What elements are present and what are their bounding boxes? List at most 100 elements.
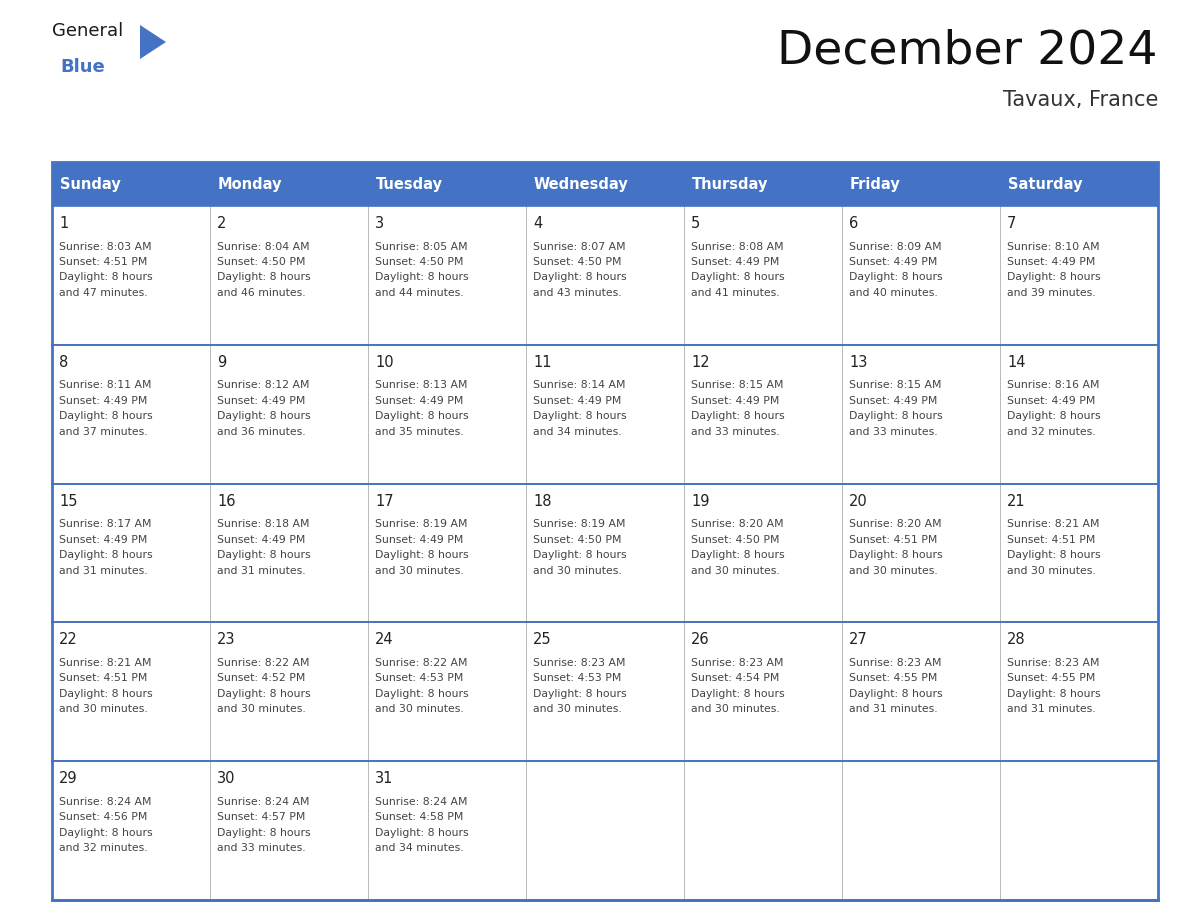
Bar: [210, 162, 368, 206]
Text: and 30 minutes.: and 30 minutes.: [849, 565, 937, 576]
Text: 9: 9: [217, 354, 227, 370]
Text: Sunrise: 8:12 AM: Sunrise: 8:12 AM: [217, 380, 310, 390]
Text: Sunset: 4:56 PM: Sunset: 4:56 PM: [59, 812, 147, 823]
Text: Sunrise: 8:11 AM: Sunrise: 8:11 AM: [59, 380, 152, 390]
Text: Sunset: 4:49 PM: Sunset: 4:49 PM: [1007, 396, 1095, 406]
Text: Sunrise: 8:09 AM: Sunrise: 8:09 AM: [849, 241, 942, 252]
Text: Daylight: 8 hours: Daylight: 8 hours: [1007, 550, 1101, 560]
Text: and 35 minutes.: and 35 minutes.: [375, 427, 463, 437]
Text: Saturday: Saturday: [1007, 176, 1082, 192]
Text: and 44 minutes.: and 44 minutes.: [375, 288, 463, 298]
Text: Daylight: 8 hours: Daylight: 8 hours: [1007, 411, 1101, 421]
Text: Daylight: 8 hours: Daylight: 8 hours: [1007, 688, 1101, 699]
Text: 3: 3: [375, 216, 384, 231]
Text: 25: 25: [533, 633, 551, 647]
Text: Sunset: 4:49 PM: Sunset: 4:49 PM: [375, 534, 463, 544]
Text: and 30 minutes.: and 30 minutes.: [533, 704, 621, 714]
Text: 5: 5: [691, 216, 701, 231]
Text: and 31 minutes.: and 31 minutes.: [59, 565, 147, 576]
Text: Blue: Blue: [61, 58, 105, 76]
Text: Sunrise: 8:13 AM: Sunrise: 8:13 AM: [375, 380, 468, 390]
Text: Sunrise: 8:23 AM: Sunrise: 8:23 AM: [691, 658, 784, 668]
Bar: [526, 162, 684, 206]
Text: Sunset: 4:55 PM: Sunset: 4:55 PM: [849, 674, 937, 683]
Text: 2: 2: [217, 216, 227, 231]
Text: and 33 minutes.: and 33 minutes.: [217, 844, 305, 853]
Text: 6: 6: [849, 216, 859, 231]
Text: 14: 14: [1007, 354, 1025, 370]
Text: 7: 7: [1007, 216, 1017, 231]
Text: Sunset: 4:50 PM: Sunset: 4:50 PM: [375, 257, 463, 267]
Text: Daylight: 8 hours: Daylight: 8 hours: [533, 550, 627, 560]
Text: Sunset: 4:49 PM: Sunset: 4:49 PM: [849, 257, 937, 267]
Text: Sunrise: 8:21 AM: Sunrise: 8:21 AM: [1007, 519, 1100, 529]
Text: and 31 minutes.: and 31 minutes.: [217, 565, 305, 576]
Text: Sunrise: 8:20 AM: Sunrise: 8:20 AM: [849, 519, 942, 529]
Text: Daylight: 8 hours: Daylight: 8 hours: [217, 411, 311, 421]
Text: Daylight: 8 hours: Daylight: 8 hours: [533, 273, 627, 283]
Text: Sunrise: 8:24 AM: Sunrise: 8:24 AM: [59, 797, 152, 807]
Text: and 32 minutes.: and 32 minutes.: [59, 844, 147, 853]
Text: Daylight: 8 hours: Daylight: 8 hours: [59, 828, 153, 838]
Text: Daylight: 8 hours: Daylight: 8 hours: [217, 550, 311, 560]
Text: Sunday: Sunday: [59, 176, 121, 192]
Text: and 30 minutes.: and 30 minutes.: [59, 704, 147, 714]
Text: and 43 minutes.: and 43 minutes.: [533, 288, 621, 298]
Text: Daylight: 8 hours: Daylight: 8 hours: [849, 550, 943, 560]
Text: Sunset: 4:49 PM: Sunset: 4:49 PM: [59, 534, 147, 544]
Text: Daylight: 8 hours: Daylight: 8 hours: [691, 273, 785, 283]
Text: and 34 minutes.: and 34 minutes.: [533, 427, 621, 437]
Text: 30: 30: [217, 771, 235, 786]
Text: and 30 minutes.: and 30 minutes.: [217, 704, 305, 714]
Text: and 30 minutes.: and 30 minutes.: [533, 565, 621, 576]
Text: Sunrise: 8:15 AM: Sunrise: 8:15 AM: [691, 380, 784, 390]
Text: Daylight: 8 hours: Daylight: 8 hours: [217, 688, 311, 699]
Text: Daylight: 8 hours: Daylight: 8 hours: [59, 688, 153, 699]
Text: Daylight: 8 hours: Daylight: 8 hours: [375, 411, 469, 421]
Text: Sunrise: 8:17 AM: Sunrise: 8:17 AM: [59, 519, 152, 529]
Text: and 30 minutes.: and 30 minutes.: [375, 565, 463, 576]
Text: Daylight: 8 hours: Daylight: 8 hours: [375, 828, 469, 838]
Text: and 32 minutes.: and 32 minutes.: [1007, 427, 1095, 437]
Text: 10: 10: [375, 354, 393, 370]
Text: and 41 minutes.: and 41 minutes.: [691, 288, 779, 298]
Text: Sunrise: 8:16 AM: Sunrise: 8:16 AM: [1007, 380, 1100, 390]
Text: Sunset: 4:51 PM: Sunset: 4:51 PM: [849, 534, 937, 544]
Text: Sunset: 4:53 PM: Sunset: 4:53 PM: [375, 674, 463, 683]
Text: and 30 minutes.: and 30 minutes.: [691, 704, 779, 714]
Text: Sunset: 4:55 PM: Sunset: 4:55 PM: [1007, 674, 1095, 683]
Bar: [842, 162, 1000, 206]
Text: 17: 17: [375, 494, 393, 509]
Text: Sunset: 4:57 PM: Sunset: 4:57 PM: [217, 812, 305, 823]
Text: 18: 18: [533, 494, 551, 509]
Text: Sunset: 4:54 PM: Sunset: 4:54 PM: [691, 674, 779, 683]
Text: Sunset: 4:51 PM: Sunset: 4:51 PM: [1007, 534, 1095, 544]
Text: Daylight: 8 hours: Daylight: 8 hours: [59, 273, 153, 283]
Text: 21: 21: [1007, 494, 1025, 509]
Text: Friday: Friday: [849, 176, 901, 192]
Text: Sunrise: 8:15 AM: Sunrise: 8:15 AM: [849, 380, 942, 390]
Text: 31: 31: [375, 771, 393, 786]
Polygon shape: [140, 25, 166, 59]
Text: Daylight: 8 hours: Daylight: 8 hours: [691, 688, 785, 699]
Text: Sunset: 4:49 PM: Sunset: 4:49 PM: [375, 396, 463, 406]
Text: and 37 minutes.: and 37 minutes.: [59, 427, 147, 437]
Text: and 46 minutes.: and 46 minutes.: [217, 288, 305, 298]
Text: Sunrise: 8:22 AM: Sunrise: 8:22 AM: [217, 658, 310, 668]
Text: Daylight: 8 hours: Daylight: 8 hours: [849, 411, 943, 421]
Text: Sunrise: 8:05 AM: Sunrise: 8:05 AM: [375, 241, 468, 252]
Text: Sunrise: 8:23 AM: Sunrise: 8:23 AM: [849, 658, 942, 668]
Text: 16: 16: [217, 494, 235, 509]
Text: Daylight: 8 hours: Daylight: 8 hours: [691, 550, 785, 560]
Text: Sunset: 4:51 PM: Sunset: 4:51 PM: [59, 674, 147, 683]
Text: and 33 minutes.: and 33 minutes.: [691, 427, 779, 437]
Text: and 31 minutes.: and 31 minutes.: [1007, 704, 1095, 714]
Text: Daylight: 8 hours: Daylight: 8 hours: [691, 411, 785, 421]
Text: Sunrise: 8:24 AM: Sunrise: 8:24 AM: [217, 797, 310, 807]
Text: Sunset: 4:51 PM: Sunset: 4:51 PM: [59, 257, 147, 267]
Text: 28: 28: [1007, 633, 1025, 647]
Text: Daylight: 8 hours: Daylight: 8 hours: [59, 411, 153, 421]
Text: Sunset: 4:49 PM: Sunset: 4:49 PM: [217, 396, 305, 406]
Text: Sunrise: 8:14 AM: Sunrise: 8:14 AM: [533, 380, 626, 390]
Text: Sunset: 4:50 PM: Sunset: 4:50 PM: [533, 534, 621, 544]
